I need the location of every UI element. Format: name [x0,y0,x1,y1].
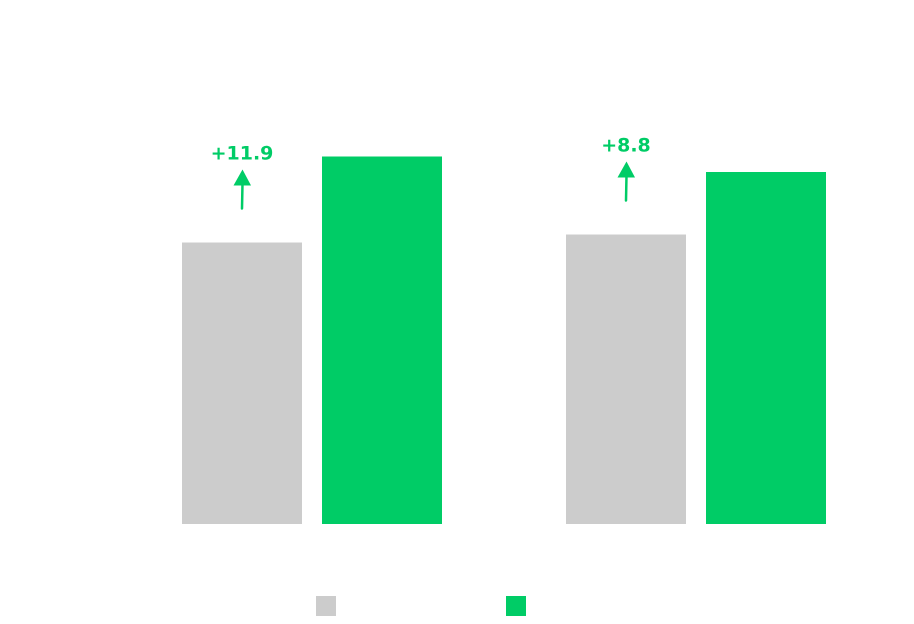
bars-layer [182,156,826,524]
delta-label: +8.8 [601,135,651,157]
delta-annotation-1: +8.8 [601,135,651,202]
legend [316,596,526,616]
bar-series1-group1 [706,172,826,524]
bar-series0-group0 [182,242,302,524]
delta-label: +11.9 [211,143,274,165]
bar-series0-group1 [566,234,686,524]
bar-series1-group0 [322,156,442,524]
arrow-up-icon [617,161,635,178]
arrow-shaft [624,174,628,202]
legend-swatch-0 [316,596,336,616]
delta-annotation-0: +11.9 [211,143,274,210]
annotations-layer: +11.9 +8.8 [211,135,651,210]
legend-swatch-1 [506,596,526,616]
arrow-shaft [240,182,244,210]
arrow-up-icon [233,169,251,186]
